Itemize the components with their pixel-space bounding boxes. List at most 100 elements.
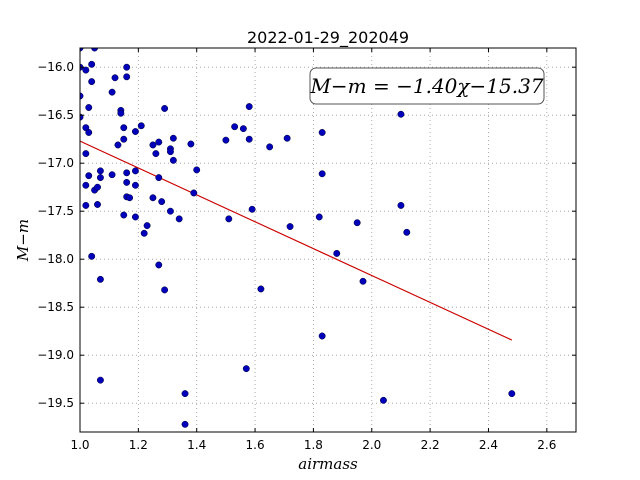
data-point <box>155 174 163 182</box>
x-tick-label: 1.8 <box>304 438 323 452</box>
data-point <box>161 105 169 112</box>
data-point <box>91 48 99 52</box>
y-tick-label: −17.5 <box>37 204 74 218</box>
data-point <box>155 261 163 269</box>
data-point <box>126 194 134 202</box>
data-point <box>248 205 256 213</box>
data-point <box>85 129 93 136</box>
y-tick-label: −19.5 <box>37 396 74 410</box>
data-point <box>88 78 96 86</box>
data-point <box>266 143 274 151</box>
data-point <box>123 169 131 177</box>
data-point <box>111 74 119 82</box>
fit-annotation: M−m = −1.40χ−15.37 <box>309 67 545 105</box>
data-point <box>318 170 326 178</box>
grid-lines <box>79 48 576 432</box>
data-point <box>315 213 323 221</box>
data-point <box>131 181 139 189</box>
x-tick-label: 2.4 <box>479 438 498 452</box>
data-point <box>158 198 166 206</box>
data-point <box>120 124 128 132</box>
data-point <box>149 194 157 202</box>
data-point <box>242 365 250 373</box>
x-tick-label: 1.6 <box>246 438 265 452</box>
data-point <box>286 223 294 231</box>
data-point <box>353 219 361 227</box>
data-point <box>108 171 116 179</box>
data-point <box>137 122 145 130</box>
data-point <box>108 88 116 96</box>
data-point <box>239 125 247 133</box>
data-point <box>131 213 139 221</box>
y-tick-label: −16.5 <box>37 108 74 122</box>
data-point <box>123 73 131 81</box>
data-point <box>225 215 233 223</box>
data-point <box>397 110 405 118</box>
fit-line-group <box>79 140 513 341</box>
y-tick-label: −18.0 <box>37 252 74 266</box>
data-point <box>181 420 189 428</box>
data-point <box>82 201 90 209</box>
data-point <box>169 156 177 164</box>
data-point <box>257 285 265 293</box>
data-point <box>88 252 96 260</box>
data-point <box>140 229 148 237</box>
annotation-text: M−m = −1.40χ−15.37 <box>309 74 543 98</box>
data-point <box>181 390 189 398</box>
y-tick-label: −19.0 <box>37 348 74 362</box>
data-point <box>222 136 230 144</box>
data-point <box>318 332 326 340</box>
y-tick-label: −17.0 <box>37 156 74 170</box>
data-point <box>187 140 195 148</box>
y-tick-label: −18.5 <box>37 300 74 314</box>
data-point <box>359 277 367 285</box>
data-point <box>120 135 128 143</box>
data-point <box>161 286 169 294</box>
data-point <box>94 201 101 208</box>
data-point <box>114 141 122 149</box>
data-point <box>333 249 341 257</box>
data-point <box>283 134 291 142</box>
data-point <box>508 390 516 398</box>
data-point <box>231 123 239 131</box>
data-point <box>397 201 405 209</box>
data-point <box>96 376 104 384</box>
data-point <box>403 228 411 236</box>
data-point <box>96 275 104 283</box>
x-tick-label: 2.2 <box>421 438 440 452</box>
fit-line <box>79 140 513 341</box>
data-point <box>85 172 93 180</box>
y-tick-label: −16.0 <box>37 60 74 74</box>
data-point <box>120 211 128 219</box>
data-point <box>155 138 163 146</box>
plot-frame <box>79 47 577 433</box>
data-point <box>123 178 131 186</box>
data-point <box>175 215 183 223</box>
data-point <box>166 148 174 156</box>
data-point <box>82 150 90 158</box>
data-point <box>193 166 201 174</box>
data-point <box>379 396 387 404</box>
data-point <box>245 135 253 143</box>
x-tick-label: 2.6 <box>537 438 556 452</box>
x-axis-label: airmass <box>298 455 358 473</box>
data-point <box>85 104 93 111</box>
data-point <box>94 183 101 191</box>
data-point <box>152 150 160 158</box>
x-tick-label: 1.0 <box>70 438 89 452</box>
data-point <box>88 60 96 68</box>
annotation-box <box>309 67 545 105</box>
data-point <box>318 129 326 136</box>
x-tick-label: 1.4 <box>187 438 206 452</box>
axis-ticks: 1.0 1.2 1.4 1.6 1.8 2.0 2.2 2.4 2.6 −16.0 −16.5 −17… <box>37 48 576 452</box>
data-point <box>245 103 253 111</box>
data-point <box>82 66 90 74</box>
data-points <box>80 48 516 428</box>
y-axis-label: M−m <box>14 219 32 262</box>
x-tick-label: 2.0 <box>362 438 381 452</box>
data-point <box>131 128 139 135</box>
data-point <box>143 222 151 230</box>
data-point <box>96 174 104 182</box>
chart-title: 2022-01-29_202049 <box>247 28 409 48</box>
